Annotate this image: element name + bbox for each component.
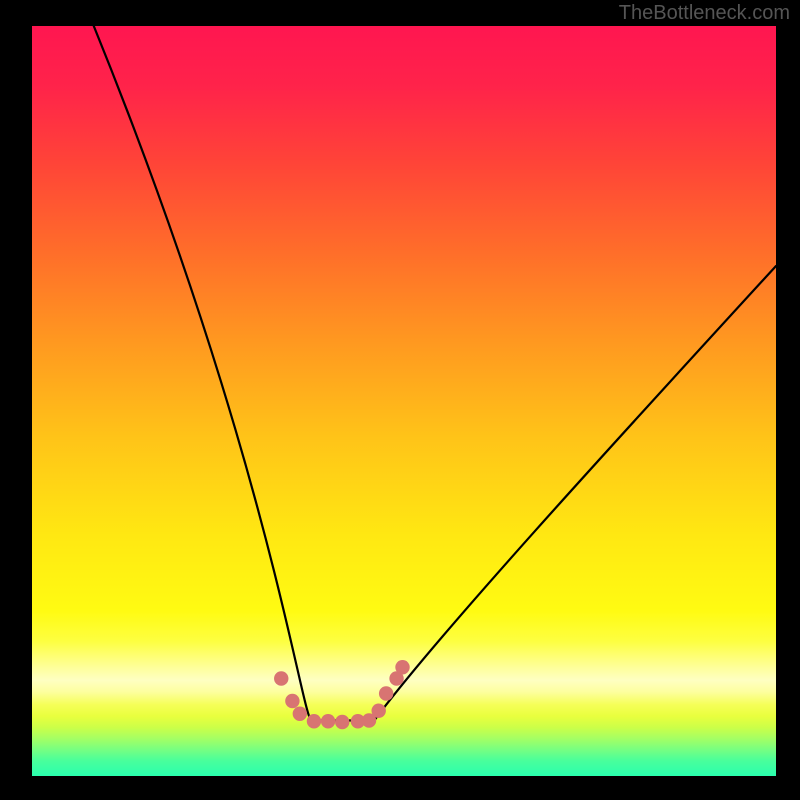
data-point bbox=[372, 704, 386, 718]
watermark-text: TheBottleneck.com bbox=[619, 2, 790, 25]
plot-area bbox=[32, 26, 776, 776]
data-point bbox=[321, 714, 335, 728]
data-point bbox=[274, 671, 288, 685]
data-point bbox=[335, 715, 349, 729]
marker-layer bbox=[32, 26, 776, 776]
chart-frame: TheBottleneck.com bbox=[0, 0, 800, 800]
data-point bbox=[379, 686, 393, 700]
data-point bbox=[307, 714, 321, 728]
data-point bbox=[395, 660, 409, 674]
data-point bbox=[293, 707, 307, 721]
data-point bbox=[285, 694, 299, 708]
